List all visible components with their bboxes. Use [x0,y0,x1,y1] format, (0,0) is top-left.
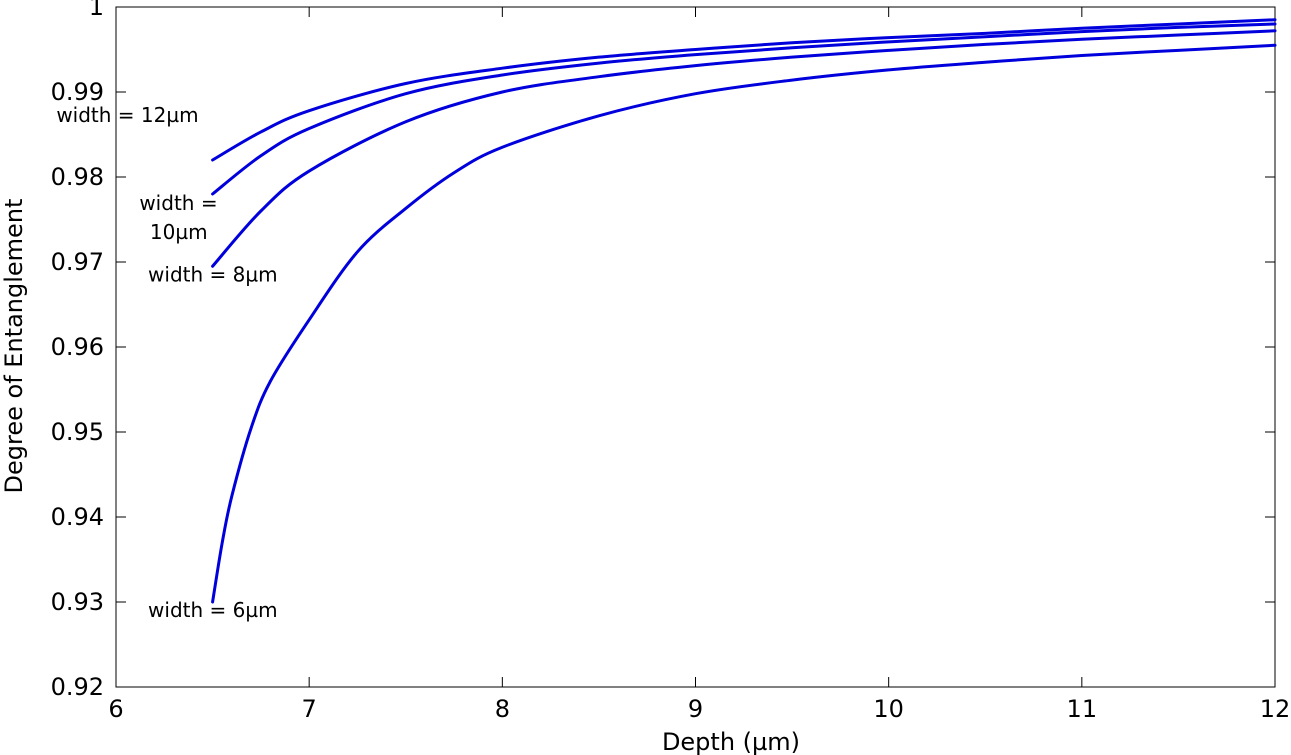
y-tick-label-0: 0.92 [51,673,104,701]
x-tick-label-2: 8 [495,695,510,723]
series-line-0 [211,18,1277,162]
y-tick-label-6: 0.98 [51,163,104,191]
series-annotation-3-line-0: width = 6µm [148,598,278,622]
x-tick-label-4: 10 [873,695,904,723]
series-annotation-0-line-0: width = 12µm [56,103,198,127]
y-tick-label-1: 0.93 [51,588,104,616]
y-tick-label-8: 1 [89,0,104,21]
series-line-2 [211,29,1277,268]
series-annotation-1-line-1: 10µm [150,220,208,244]
y-tick-labels: 0.92 0.93 0.94 0.95 0.96 0.97 0.98 0.99 1 [51,0,104,701]
series-line-1 [211,22,1277,196]
y-tick-label-3: 0.95 [51,418,104,446]
axis-ticks [115,6,1276,688]
y-tick-label-2: 0.94 [51,503,104,531]
x-tick-label-3: 9 [688,695,703,723]
y-tick-label-7: 0.99 [51,78,104,106]
series-annotation-1: width = 10µm [139,191,217,244]
x-tick-label-5: 11 [1067,695,1098,723]
series-line-3 [211,43,1277,604]
series-annotation-0: width = 12µm [56,103,198,127]
series-annotations: width = 12µm width = 10µm width = 8µm width … [56,103,277,622]
y-tick-label-5: 0.97 [51,248,104,276]
y-axis-label: Degree of Entanglement [0,199,28,494]
series-lines [211,18,1277,604]
series-annotation-1-line-0: width = [139,191,217,215]
x-tick-label-1: 7 [302,695,317,723]
x-tick-label-6: 12 [1260,695,1291,723]
x-tick-labels: 6 7 8 9 10 11 12 [108,695,1290,723]
x-tick-label-0: 6 [108,695,123,723]
series-annotation-3: width = 6µm [148,598,278,622]
y-tick-label-4: 0.96 [51,333,104,361]
series-annotation-2-line-0: width = 8µm [148,262,278,286]
x-axis-label: Depth (µm) [662,728,800,755]
series-annotation-2: width = 8µm [148,262,278,286]
